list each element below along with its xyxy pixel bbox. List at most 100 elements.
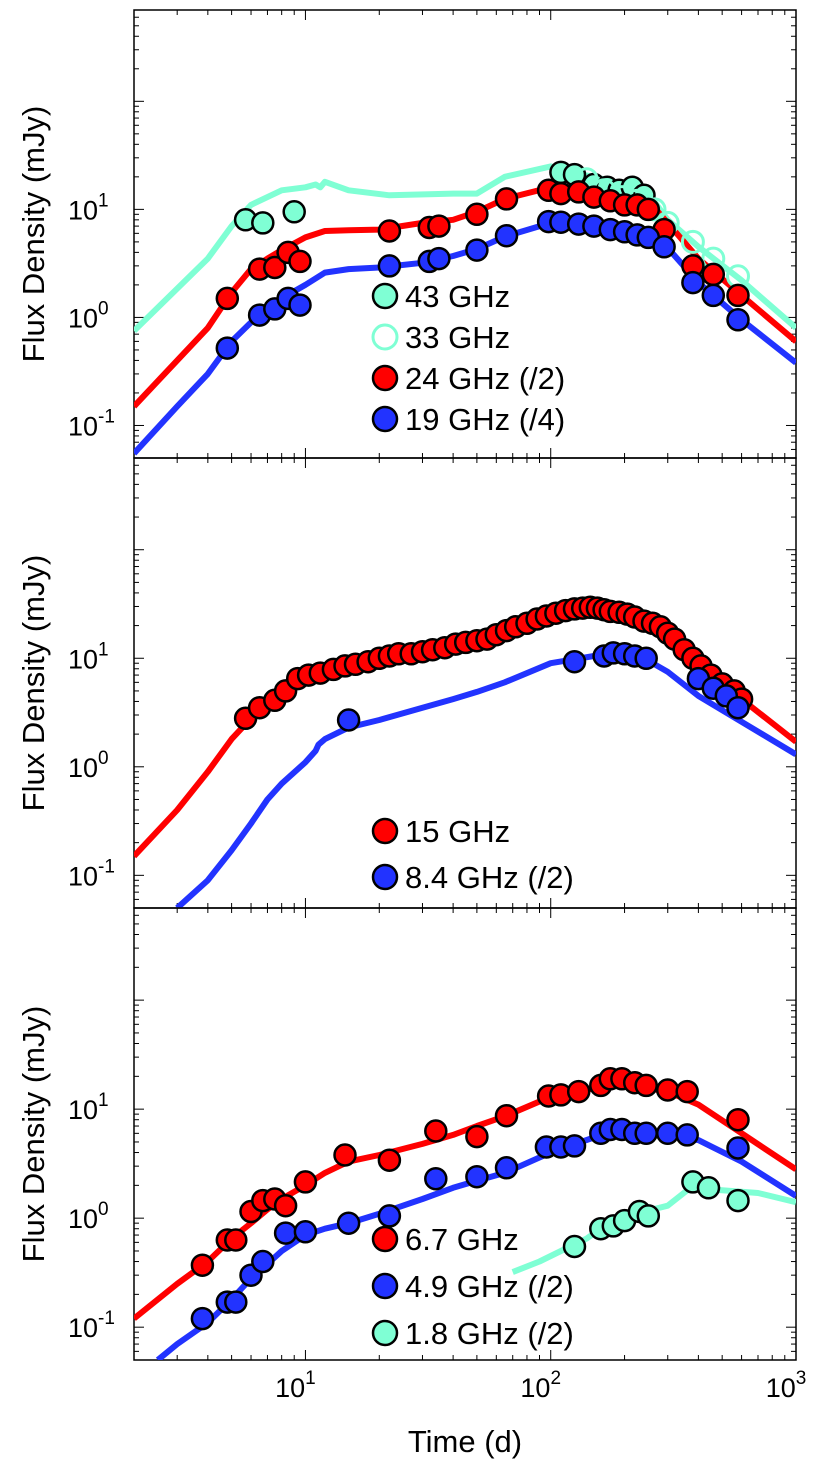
legend-label: 8.4 GHz (/2) [405,860,574,895]
x-tick-label: 101 [275,1368,316,1403]
y-tick-label: 101 [68,190,109,225]
data-point [655,1078,680,1102]
data-point [251,211,275,235]
legend-marker [371,863,399,891]
legend-marker [371,1225,399,1253]
data-point [465,1124,489,1149]
legend: 6.7 GHz 4.9 GHz (/2) 1.8 GHz (/2) [371,1222,574,1351]
data-point [263,255,287,280]
points-19-ghz-4- [215,209,750,360]
x-axis-label: Time (d) [408,1424,522,1459]
y-tick-label: 101 [68,639,109,674]
data-point [224,1290,248,1314]
legend-label: 4.9 GHz (/2) [405,1269,574,1304]
data-point [465,238,489,262]
panel-bottom: 10-1 100 101 101 102 103 Flux Density (mJy) 6.7… [16,907,807,1403]
data-point [427,214,451,238]
data-point [494,187,519,211]
legend-marker [371,364,399,392]
data-point [273,1221,298,1245]
data-point [634,1121,658,1146]
model-line-1-8-ghz-2-model [511,1186,796,1275]
data-point [726,308,750,332]
data-point [377,254,402,278]
y-tick-label: 100 [68,748,109,783]
legend-marker [371,1272,399,1300]
legend-label: 6.7 GHz [405,1222,519,1257]
y-axis-label: Flux Density (mJy) [16,555,51,812]
panel-top: 10-1 100 101 Flux Density (mJy) 43 GHz 33 GHz… [16,9,797,459]
data-point [251,1249,275,1274]
legend-marker [371,323,399,351]
x-tick-label: 102 [520,1368,561,1403]
data-point [652,235,676,259]
data-point [288,293,312,317]
data-point [726,1188,750,1213]
y-tick-label: 100 [68,1199,109,1234]
data-point [634,1073,658,1098]
y-axis-label: Flux Density (mJy) [16,1006,51,1263]
legend-label: 15 GHz [405,814,510,849]
data-point [494,1103,519,1128]
data-point [726,1136,750,1160]
points-24-ghz-2- [215,178,750,311]
data-point [562,649,587,674]
panel-middle: 10-1 100 101 Flux Density (mJy) 15 GHz 8.4 GH… [16,457,797,909]
data-point [224,1228,248,1252]
data-point [190,1306,215,1331]
y-tick-label: 10-1 [68,1308,115,1343]
data-point [424,1119,448,1143]
data-point [465,202,489,227]
legend-label: 33 GHz [405,320,510,355]
data-point [377,219,402,243]
data-point [726,695,750,720]
y-tick-label: 10-1 [68,406,115,441]
data-point [424,1166,448,1191]
data-point [190,1253,215,1277]
data-point [636,1204,661,1228]
y-tick-label: 101 [68,1090,109,1125]
data-point [293,1220,318,1244]
legend-marker [371,405,399,433]
data-point [273,1193,298,1218]
legend-marker [371,282,399,310]
data-point [465,1164,489,1189]
points-4-9-ghz-2- [190,1117,750,1331]
y-axis-label: Flux Density (mJy) [16,106,51,363]
data-point [494,1156,519,1180]
data-point [336,708,361,732]
data-point [377,1148,402,1172]
points-6-7-ghz [190,1067,750,1277]
data-point [494,223,519,248]
legend: 43 GHz 33 GHz 24 GHz (/2) 19 GHz (/4) [371,279,565,437]
axis-ticks [133,457,797,909]
data-point [726,1107,750,1132]
legend-marker [371,817,399,845]
data-point [681,270,705,295]
data-point [293,1170,318,1194]
data-point [336,1211,361,1235]
x-tick-label: 103 [766,1368,807,1403]
data-point [566,1079,591,1104]
data-point [696,1176,721,1200]
legend-label: 24 GHz (/2) [405,361,565,396]
data-point [636,197,661,222]
data-point [333,1143,357,1167]
y-tick-label: 100 [68,298,109,333]
legend-label: 1.8 GHz (/2) [405,1316,574,1351]
legend: 15 GHz 8.4 GHz (/2) [371,814,574,895]
y-tick-label: 10-1 [68,856,115,891]
data-point [726,283,750,308]
points-8-4-ghz-2- [336,641,750,732]
data-point [377,1204,402,1228]
plot-frame [133,907,797,1361]
data-point [562,1134,587,1158]
data-point [215,286,240,311]
points-15-ghz [233,595,754,731]
axis-ticks [133,9,797,459]
data-point [634,646,658,671]
legend-label: 19 GHz (/4) [405,402,565,437]
data-point [282,200,306,224]
data-point [655,1121,680,1146]
